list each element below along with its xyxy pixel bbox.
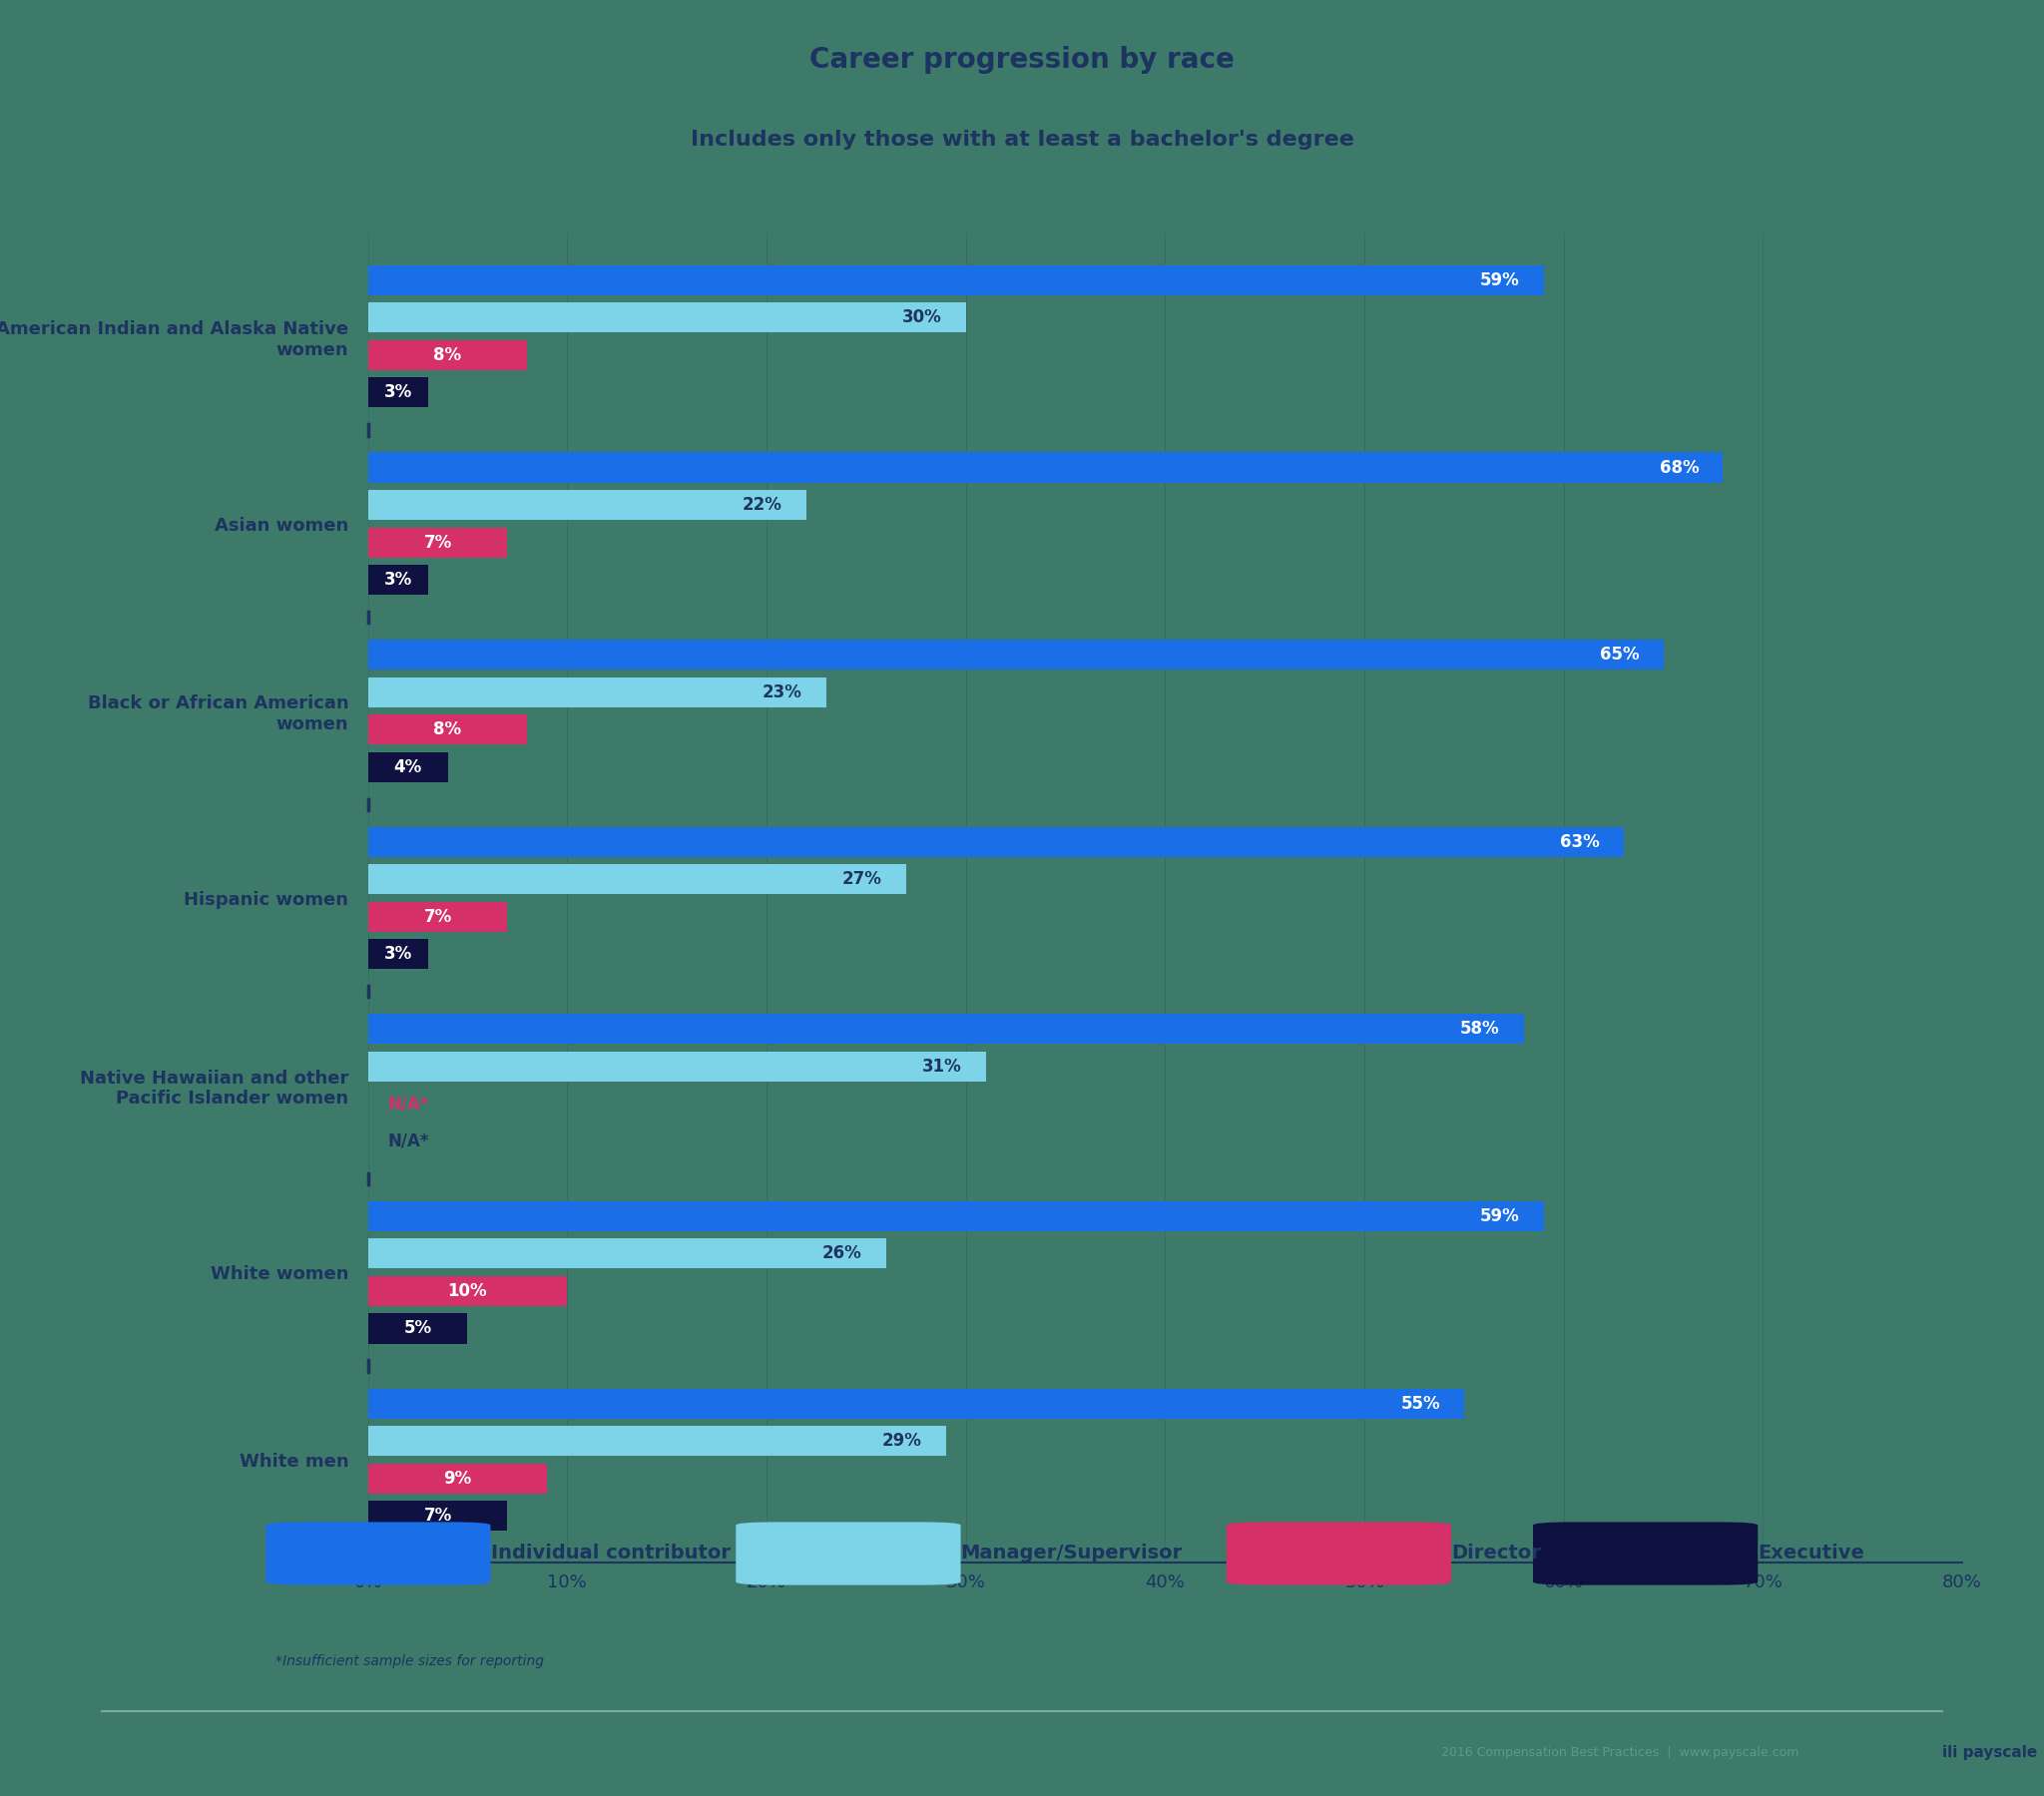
- Text: N/A*: N/A*: [388, 1096, 429, 1114]
- Text: Manager/Supervisor: Manager/Supervisor: [961, 1545, 1183, 1563]
- Bar: [368, 864, 905, 894]
- Bar: [368, 266, 1543, 295]
- Text: 7%: 7%: [423, 907, 452, 925]
- Bar: [368, 902, 507, 932]
- Text: Director: Director: [1451, 1545, 1541, 1563]
- Text: Individual contributor: Individual contributor: [491, 1545, 730, 1563]
- Text: 10%: 10%: [448, 1282, 486, 1300]
- Bar: [368, 1501, 507, 1530]
- Text: 27%: 27%: [842, 871, 883, 889]
- Bar: [368, 528, 507, 557]
- Text: Career progression by race: Career progression by race: [809, 47, 1235, 74]
- Text: 23%: 23%: [762, 682, 803, 700]
- Bar: [368, 1239, 887, 1268]
- FancyBboxPatch shape: [736, 1521, 961, 1586]
- Bar: [368, 1388, 1464, 1419]
- Text: 55%: 55%: [1400, 1394, 1441, 1412]
- Bar: [368, 339, 527, 370]
- Bar: [368, 753, 448, 781]
- Text: *Insufficient sample sizes for reporting: *Insufficient sample sizes for reporting: [276, 1654, 544, 1668]
- Bar: [368, 939, 427, 970]
- Text: Executive: Executive: [1758, 1545, 1864, 1563]
- Text: 7%: 7%: [423, 533, 452, 551]
- FancyBboxPatch shape: [266, 1521, 491, 1586]
- Text: Includes only those with at least a bachelor's degree: Includes only those with at least a bach…: [691, 129, 1353, 151]
- Text: 68%: 68%: [1660, 458, 1699, 476]
- Bar: [368, 1202, 1543, 1232]
- Text: 3%: 3%: [384, 384, 413, 402]
- Text: 2016 Compensation Best Practices  |  www.payscale.com: 2016 Compensation Best Practices | www.p…: [1441, 1746, 1799, 1760]
- Bar: [368, 1464, 548, 1492]
- Bar: [368, 826, 1623, 857]
- Text: 3%: 3%: [384, 571, 413, 589]
- Bar: [368, 1426, 946, 1457]
- Bar: [368, 677, 826, 708]
- Text: 9%: 9%: [444, 1469, 472, 1487]
- Text: 59%: 59%: [1480, 1207, 1521, 1225]
- Bar: [368, 1015, 1525, 1043]
- Text: 30%: 30%: [901, 309, 942, 327]
- Text: 8%: 8%: [433, 720, 462, 738]
- Text: 8%: 8%: [433, 347, 462, 365]
- Bar: [368, 304, 967, 332]
- Text: 65%: 65%: [1600, 647, 1639, 665]
- Text: 31%: 31%: [922, 1058, 963, 1076]
- Text: ili payscale: ili payscale: [1942, 1746, 2038, 1760]
- Bar: [368, 490, 805, 519]
- Text: 26%: 26%: [822, 1245, 863, 1263]
- Text: 63%: 63%: [1560, 833, 1600, 851]
- Bar: [368, 639, 1664, 670]
- Text: 29%: 29%: [883, 1431, 922, 1449]
- Text: 4%: 4%: [394, 758, 421, 776]
- Bar: [368, 715, 527, 745]
- Bar: [368, 1051, 985, 1081]
- Text: N/A*: N/A*: [388, 1131, 429, 1149]
- Bar: [368, 377, 427, 408]
- Text: 58%: 58%: [1459, 1020, 1500, 1038]
- FancyBboxPatch shape: [1226, 1521, 1451, 1586]
- Bar: [368, 1313, 468, 1343]
- Bar: [368, 1277, 568, 1306]
- Text: 7%: 7%: [423, 1507, 452, 1525]
- FancyBboxPatch shape: [1533, 1521, 1758, 1586]
- Bar: [368, 453, 1723, 483]
- Bar: [368, 564, 427, 594]
- Text: 5%: 5%: [405, 1320, 431, 1338]
- Text: 59%: 59%: [1480, 271, 1521, 289]
- Text: 22%: 22%: [742, 496, 783, 514]
- Text: 3%: 3%: [384, 945, 413, 963]
